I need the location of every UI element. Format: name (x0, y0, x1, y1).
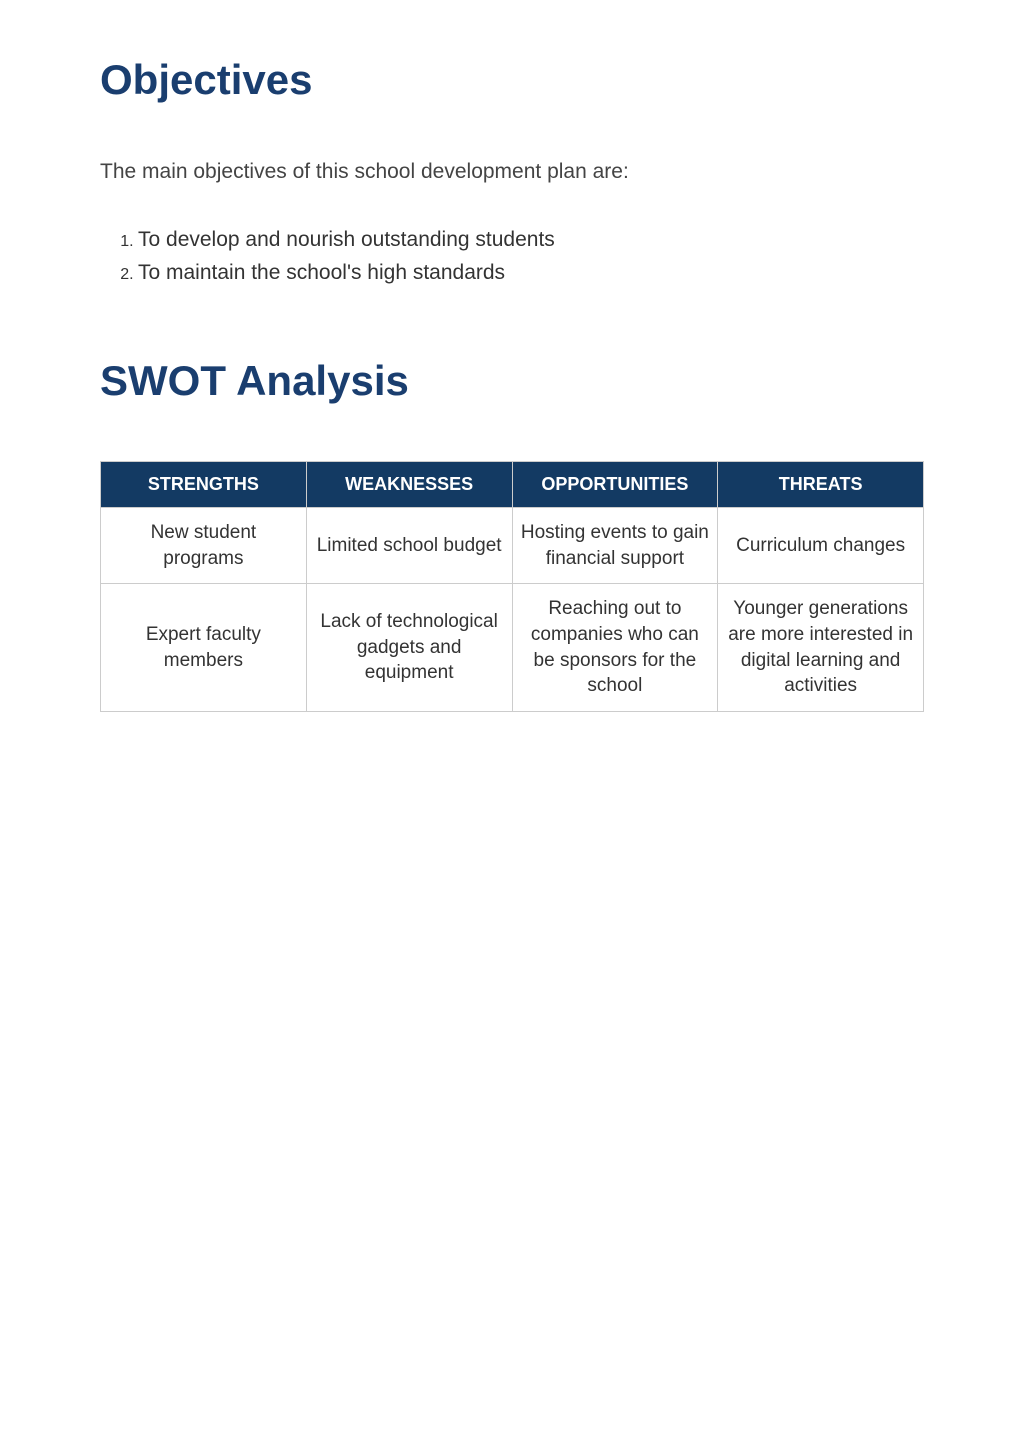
swot-header-row: STRENGTHS WEAKNESSES OPPORTUNITIES THREA… (101, 462, 924, 508)
objective-item: To develop and nourish outstanding stude… (138, 224, 924, 257)
objectives-list: To develop and nourish outstanding stude… (100, 224, 924, 289)
swot-col-threats: THREATS (718, 462, 924, 508)
swot-col-weaknesses: WEAKNESSES (306, 462, 512, 508)
swot-table: STRENGTHS WEAKNESSES OPPORTUNITIES THREA… (100, 461, 924, 712)
swot-cell: Lack of technological gadgets and equipm… (306, 584, 512, 712)
objectives-heading: Objectives (100, 56, 924, 104)
swot-cell: Limited school budget (306, 508, 512, 584)
swot-cell: Curriculum changes (718, 508, 924, 584)
swot-heading: SWOT Analysis (100, 357, 924, 405)
objective-item: To maintain the school's high standards (138, 257, 924, 290)
swot-col-strengths: STRENGTHS (101, 462, 307, 508)
swot-cell: Expert faculty members (101, 584, 307, 712)
swot-cell: Hosting events to gain financial support (512, 508, 718, 584)
swot-cell: Younger generations are more interested … (718, 584, 924, 712)
table-row: Expert faculty members Lack of technolog… (101, 584, 924, 712)
swot-cell: Reaching out to companies who can be spo… (512, 584, 718, 712)
table-row: New student programs Limited school budg… (101, 508, 924, 584)
swot-cell: New student programs (101, 508, 307, 584)
objectives-intro: The main objectives of this school devel… (100, 160, 924, 184)
swot-col-opportunities: OPPORTUNITIES (512, 462, 718, 508)
